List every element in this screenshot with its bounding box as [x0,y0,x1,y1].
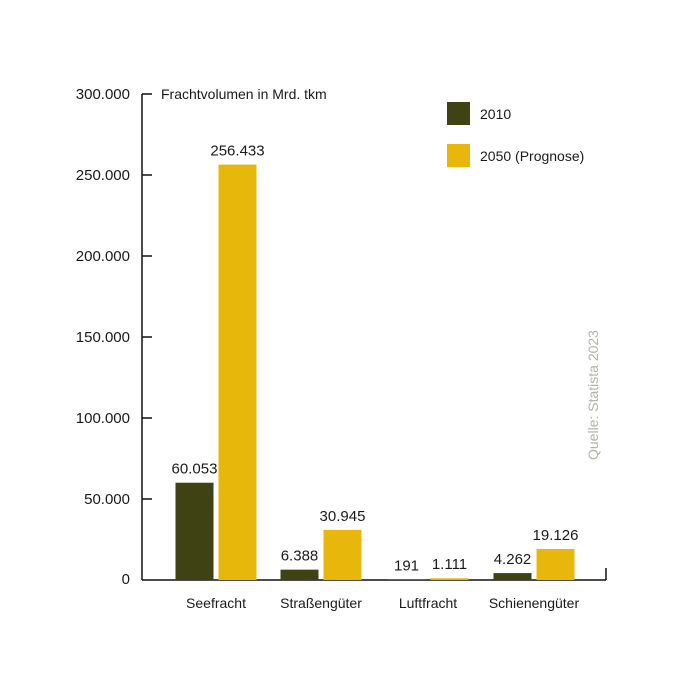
value-label-strassengueter-2050-prognose: 30.945 [320,508,366,525]
y-tick-label: 0 [122,571,130,588]
bar-luftfracht-2050-prognose [430,578,469,580]
bar-strassengueter-2050-prognose [323,529,362,580]
legend-swatch-2010 [447,102,470,125]
value-label-schienengueter-2050-prognose: 19.126 [533,527,579,544]
category-label-strassengueter: Straßengüter [280,595,362,611]
bar-strassengueter-2010 [280,569,319,580]
legend-label-2010: 2010 [480,106,511,122]
bar-schienengueter-2050-prognose [536,549,575,580]
legend-label-2050-prognose: 2050 (Prognose) [480,148,584,164]
value-label-strassengueter-2010: 6.388 [281,548,319,565]
bar-seefracht-2050-prognose [218,164,257,580]
legend: 2010 2050 (Prognose) [447,102,584,167]
value-label-luftfracht-2050-prognose: 1.111 [432,556,467,573]
legend-swatch-2050-prognose [447,144,470,167]
value-label-schienengueter-2010: 4.262 [494,551,532,568]
bars [175,164,575,580]
y-tick-label: 300.000 [76,86,130,103]
y-tick-label: 50.000 [84,491,130,508]
value-label-seefracht-2050-prognose: 256.433 [210,143,264,160]
category-label-luftfracht: Luftfracht [399,595,457,611]
value-label-luftfracht-2010: 191 [394,558,419,575]
labels: 60.053 256.433 Seefracht 6.388 30.945 Straßen… [172,143,580,611]
y-tick-label: 250.000 [76,167,130,184]
y-tick-label: 200.000 [76,248,130,265]
bar-schienengueter-2010 [493,573,532,580]
source-note: Quelle: Statista 2023 [585,330,601,460]
category-label-seefracht: Seefracht [186,595,246,611]
y-tick-label: 100.000 [76,410,130,427]
value-label-seefracht-2010: 60.053 [172,461,218,478]
bar-seefracht-2010 [175,482,214,580]
category-label-schienengueter: Schienengüter [489,595,580,611]
y-tick-label: 150.000 [76,329,130,346]
y-axis-ticks: 0 50.000 100.000 150.000 200.000 250.000 300.0… [76,86,152,588]
bar-luftfracht-2010 [387,579,426,580]
y-axis-title: Frachtvolumen in Mrd. tkm [161,86,327,102]
